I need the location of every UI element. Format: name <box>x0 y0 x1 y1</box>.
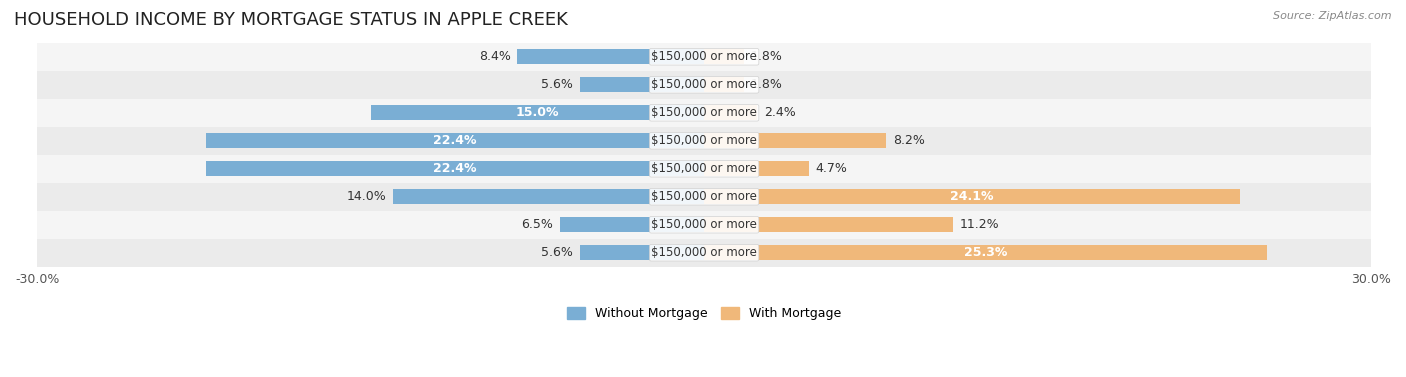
Text: 8.4%: 8.4% <box>479 50 510 63</box>
Text: 5.6%: 5.6% <box>541 78 574 91</box>
Text: $150,000 or more: $150,000 or more <box>651 50 756 63</box>
Bar <box>704 133 886 149</box>
Bar <box>579 77 704 92</box>
Text: Source: ZipAtlas.com: Source: ZipAtlas.com <box>1274 11 1392 21</box>
Text: 24.1%: 24.1% <box>950 190 994 203</box>
Text: 14.0%: 14.0% <box>346 190 387 203</box>
Text: 4.7%: 4.7% <box>815 162 848 175</box>
Text: 6.5%: 6.5% <box>522 218 553 231</box>
Bar <box>207 133 704 149</box>
Text: $150,000 or more: $150,000 or more <box>651 134 756 147</box>
Bar <box>560 217 704 233</box>
Bar <box>704 105 758 121</box>
Text: 2.4%: 2.4% <box>763 106 796 119</box>
Text: 22.4%: 22.4% <box>433 162 477 175</box>
Bar <box>704 189 1240 204</box>
Text: 11.2%: 11.2% <box>960 218 1000 231</box>
Text: $150,000 or more: $150,000 or more <box>651 218 756 231</box>
Text: $150,000 or more: $150,000 or more <box>651 78 756 91</box>
Bar <box>517 49 704 64</box>
Bar <box>579 245 704 261</box>
Text: 5.6%: 5.6% <box>541 246 574 259</box>
Bar <box>37 211 1371 239</box>
Text: $150,000 or more: $150,000 or more <box>651 162 756 175</box>
Bar <box>704 49 744 64</box>
Text: 1.8%: 1.8% <box>751 78 783 91</box>
Bar <box>704 245 1267 261</box>
Text: $150,000 or more: $150,000 or more <box>651 246 756 259</box>
Text: 1.8%: 1.8% <box>751 50 783 63</box>
Text: HOUSEHOLD INCOME BY MORTGAGE STATUS IN APPLE CREEK: HOUSEHOLD INCOME BY MORTGAGE STATUS IN A… <box>14 11 568 29</box>
Bar <box>371 105 704 121</box>
Bar <box>392 189 704 204</box>
Text: 22.4%: 22.4% <box>433 134 477 147</box>
Bar <box>37 239 1371 267</box>
Bar <box>37 183 1371 211</box>
Text: 25.3%: 25.3% <box>963 246 1007 259</box>
Bar <box>37 43 1371 71</box>
Bar <box>37 127 1371 155</box>
Bar <box>207 161 704 176</box>
Bar <box>704 77 744 92</box>
Legend: Without Mortgage, With Mortgage: Without Mortgage, With Mortgage <box>561 302 846 325</box>
Text: $150,000 or more: $150,000 or more <box>651 106 756 119</box>
Text: 15.0%: 15.0% <box>516 106 560 119</box>
Bar <box>704 161 808 176</box>
Text: 8.2%: 8.2% <box>893 134 925 147</box>
Bar <box>37 155 1371 183</box>
Bar <box>704 217 953 233</box>
Text: $150,000 or more: $150,000 or more <box>651 190 756 203</box>
Bar <box>37 99 1371 127</box>
Bar <box>37 71 1371 99</box>
